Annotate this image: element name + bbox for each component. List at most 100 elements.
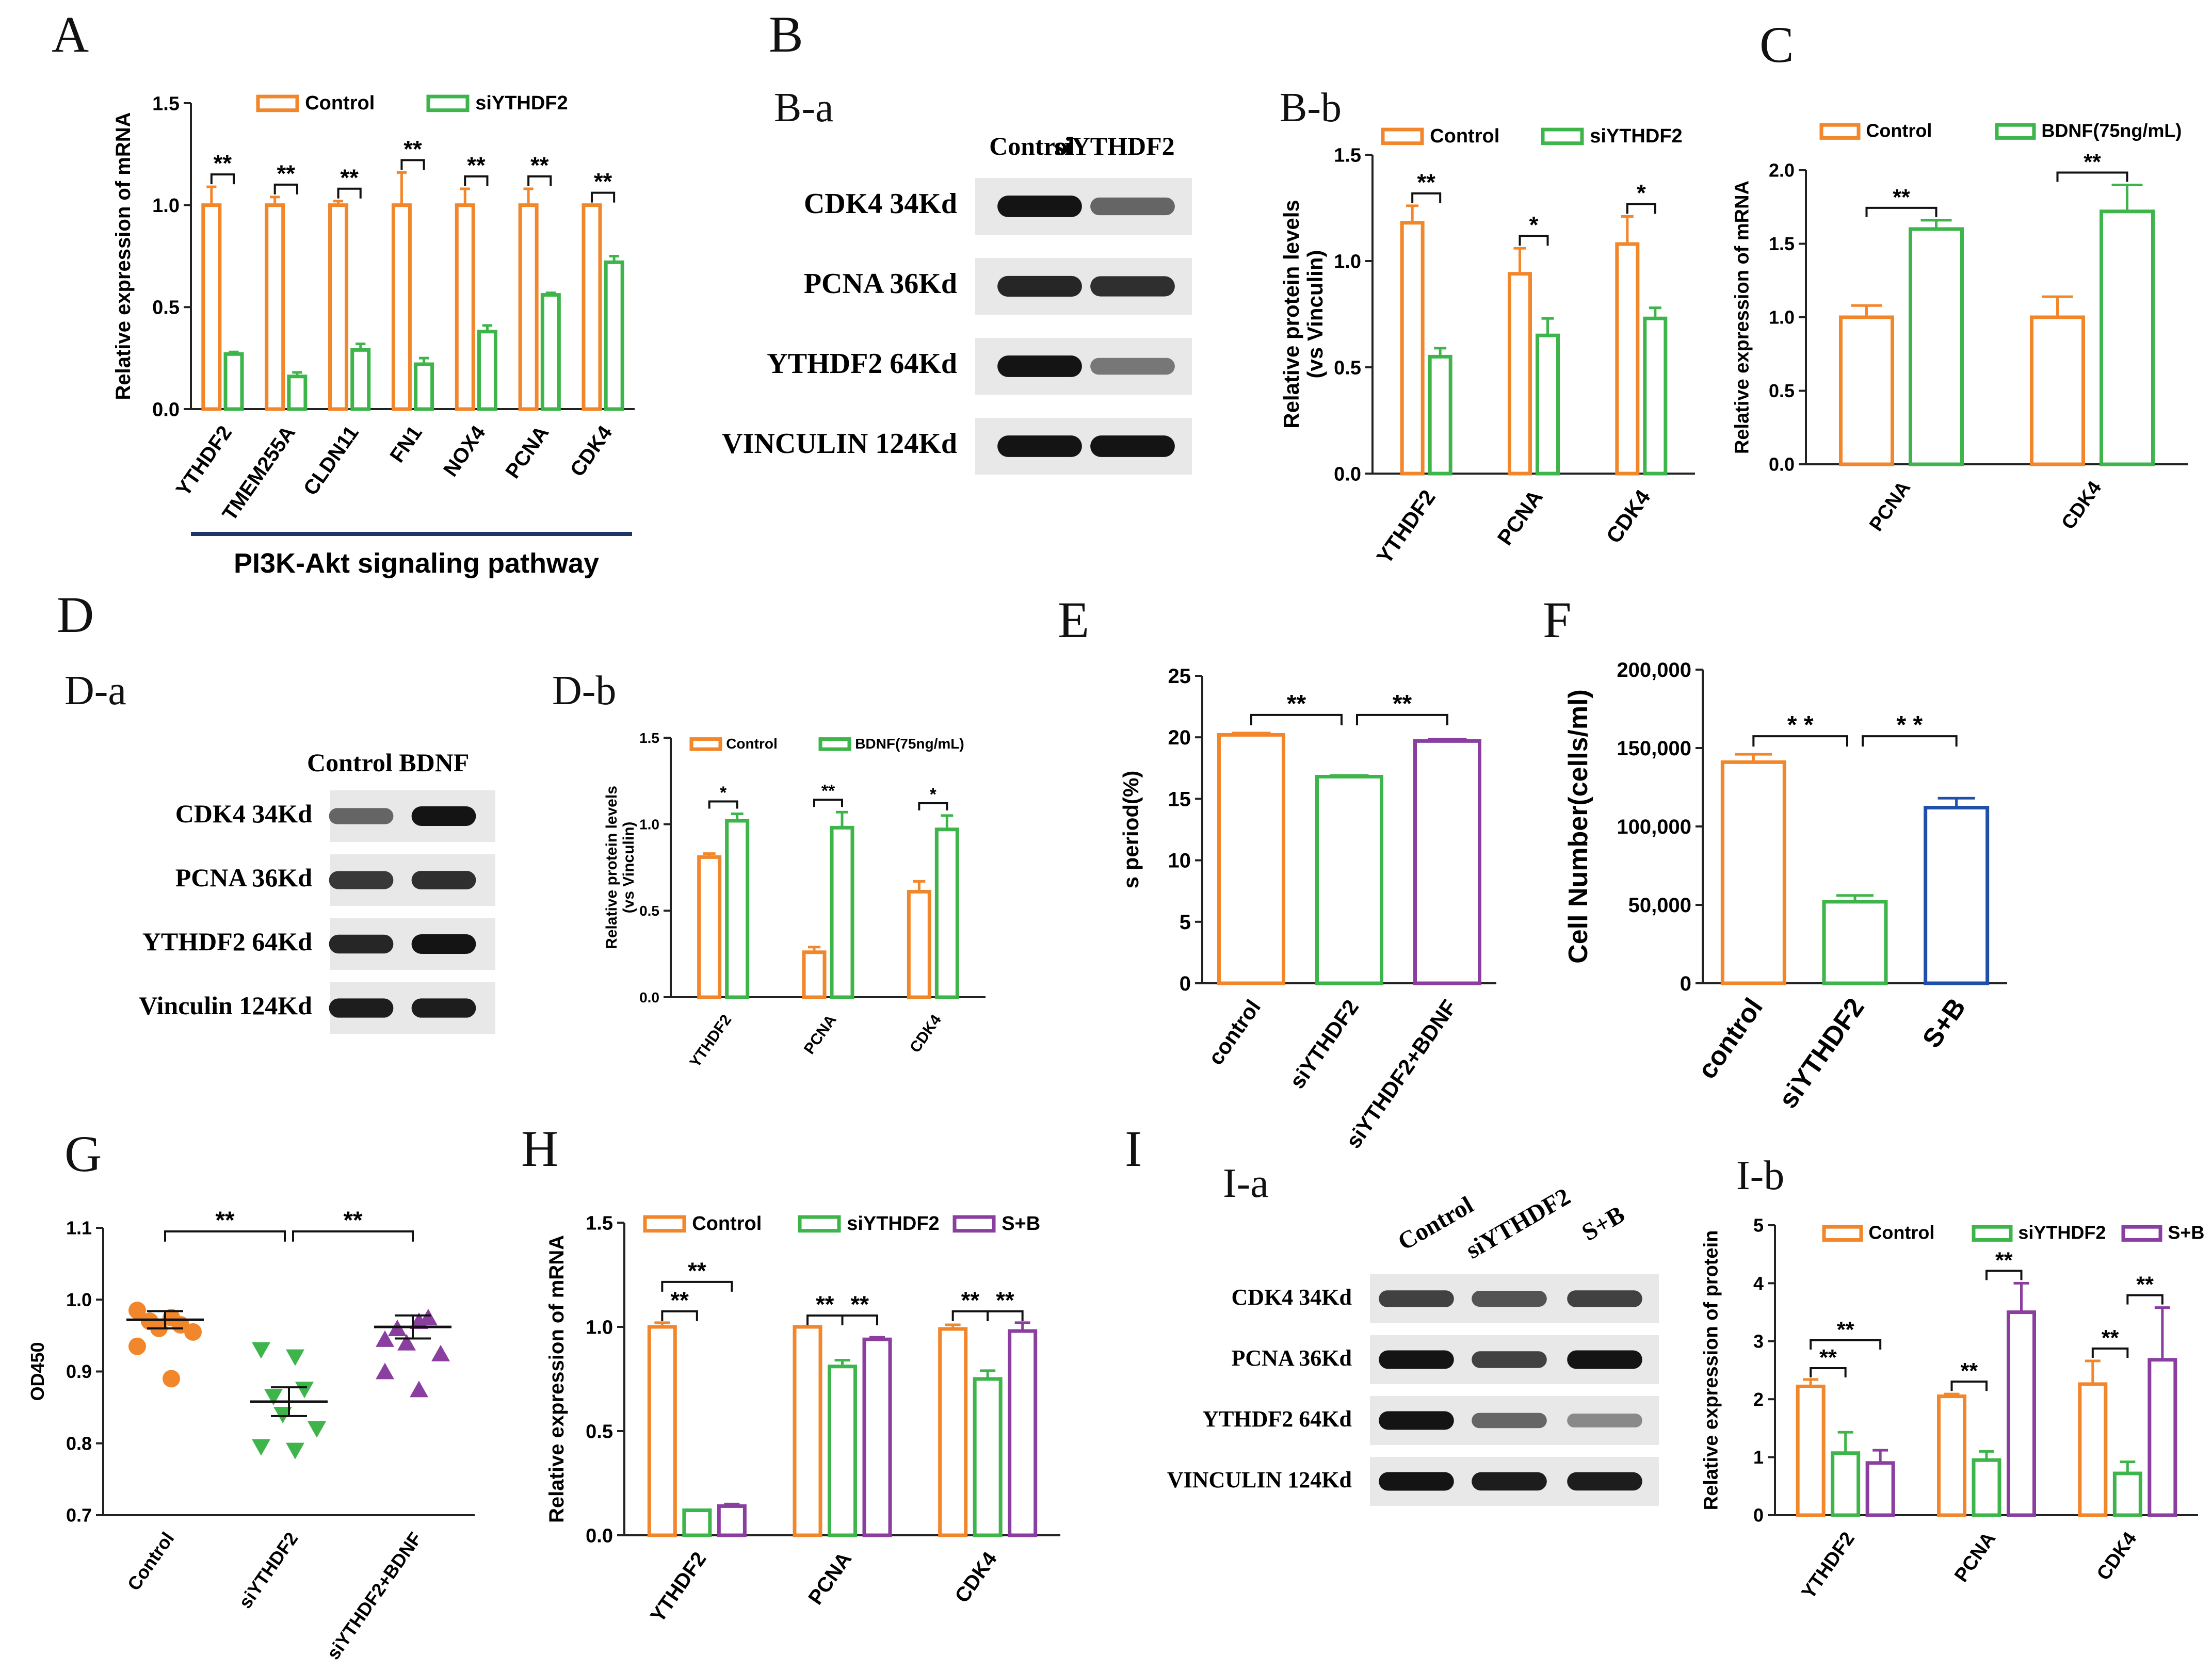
y-axis: 0.7 0.8 0.9 1.0 1.1 OD450	[27, 1218, 104, 1526]
significance-label: **	[816, 1291, 834, 1318]
bar	[2078, 1382, 2108, 1517]
blot-band	[411, 871, 476, 889]
y-tick-label: 0.9	[66, 1361, 92, 1382]
y-axis-title-2: (vs Vinculin)	[620, 822, 637, 914]
legend-label: siYTHDF2	[2018, 1222, 2106, 1243]
x-tick-label: CDK4	[566, 421, 617, 481]
data-point	[163, 1370, 180, 1388]
bar	[455, 203, 475, 411]
chart-g: 0.7 0.8 0.9 1.0 1.1 OD450 Control siYTHDF2 siYTH…	[27, 1207, 475, 1663]
significance-label: *	[1637, 180, 1646, 206]
y-axis: 0.0 0.5 1.0 1.5 Relative expression of mRNA	[545, 1212, 625, 1547]
y-tick-label: 0.5	[639, 903, 659, 919]
x-tick-label: siYTHDF2+BDNF	[322, 1528, 426, 1663]
legend-swatch	[1822, 1225, 1863, 1242]
bar	[2112, 1471, 2142, 1517]
chart-ib: 0 1 2 3 4 5 Relative expression of protein Cont…	[1700, 1215, 2204, 1603]
blot-lane-header: S+B	[1577, 1200, 1629, 1246]
blot-band	[329, 998, 394, 1018]
bar	[1643, 316, 1668, 476]
legend: Control siYTHDF2 S+B	[1822, 1222, 2204, 1243]
legend-label: BDNF(75ng/mL)	[855, 736, 964, 752]
significance-label: **	[1287, 690, 1306, 718]
blot-band	[1379, 1411, 1454, 1430]
bar	[518, 203, 539, 411]
blot-band	[1472, 1290, 1547, 1307]
significance-label: **	[216, 1207, 235, 1234]
blot-band	[411, 934, 476, 954]
blot-band	[997, 275, 1082, 297]
legend-swatch	[1995, 123, 2036, 140]
bar	[350, 348, 371, 411]
blot-row-label: Vinculin 124Kd	[139, 991, 312, 1020]
significance-label: **	[996, 1287, 1014, 1313]
significance-bracket	[210, 173, 235, 185]
y-tick-label: 0	[1753, 1505, 1764, 1526]
significance-bracket	[2091, 1348, 2129, 1358]
bar	[2100, 209, 2155, 466]
significance-label: **	[1893, 185, 1910, 210]
bar	[391, 203, 412, 411]
panel-letter-c: C	[1759, 16, 1794, 73]
significance-bracket	[918, 802, 948, 810]
bar	[265, 203, 285, 411]
significance-bracket	[1950, 1381, 1988, 1391]
significance-bracket	[841, 1314, 878, 1325]
y-axis-title: Relative expression of mRNA	[545, 1235, 568, 1523]
significance-label: *	[1529, 212, 1539, 238]
y-tick-label: 10	[1168, 850, 1191, 872]
blot-band	[1472, 1351, 1547, 1368]
y-tick-label: 25	[1168, 665, 1191, 688]
y-axis-title: OD450	[27, 1342, 48, 1401]
bar	[682, 1508, 712, 1537]
significance-label: * *	[1787, 711, 1814, 739]
legend-swatch	[1541, 127, 1584, 145]
x-tick-label: PCNA	[1492, 485, 1547, 549]
y-tick-label: 0.0	[586, 1525, 613, 1547]
bar	[793, 1325, 822, 1537]
legend-swatch	[818, 737, 851, 751]
significance-label: **	[467, 152, 486, 178]
blot-band	[1090, 276, 1175, 297]
y-axis: 0 50,000 100,000 150,000 200,000 Cell Number(…	[1563, 659, 1704, 995]
blot-row-label: CDK4 34Kd	[804, 188, 957, 220]
legend: Control siYTHDF2	[256, 92, 568, 114]
legend-label: Control	[726, 736, 778, 752]
blot-band	[1567, 1472, 1642, 1491]
significance-label: **	[2136, 1273, 2154, 1297]
panel-letter-b: B	[769, 6, 803, 63]
significance-label: **	[1393, 690, 1412, 718]
data-point	[184, 1323, 202, 1341]
x-tick-label: YTHDF2	[646, 1548, 711, 1627]
blot-row-label: PCNA 36Kd	[804, 268, 957, 300]
chart-e: 0 5 10 15 20 25 s period(%) control siYTHDF2siYT…	[1119, 665, 1496, 1152]
blot-band	[997, 196, 1082, 217]
x-tick-label: PCNA	[1865, 477, 1915, 535]
bar	[697, 855, 722, 999]
legend-label: S+B	[2168, 1222, 2204, 1243]
significance-label: * *	[1896, 711, 1923, 739]
x-tick-label: Control	[123, 1528, 178, 1594]
bar	[1937, 1394, 1966, 1517]
significance-bracket	[1626, 203, 1656, 214]
blot-band	[997, 435, 1082, 457]
significance-bracket	[464, 175, 489, 187]
pathway-label: PI3K-Akt signaling pathway	[234, 548, 599, 579]
x-tick-label: YTHDF2	[1798, 1528, 1859, 1603]
bar	[1831, 1451, 1861, 1517]
legend-label: BDNF(75ng/mL)	[2041, 120, 2182, 141]
bar	[1413, 739, 1481, 985]
blot-row-label: CDK4 34Kd	[1232, 1285, 1352, 1310]
y-tick-label: 1.0	[152, 195, 180, 217]
significance-label: **	[688, 1258, 706, 1284]
bar	[973, 1377, 1003, 1537]
y-tick-label: 0.5	[1334, 357, 1361, 379]
data-point	[308, 1421, 326, 1438]
x-tick-label: NOX4	[439, 421, 490, 481]
panel-letter-f: F	[1543, 591, 1572, 648]
bar	[604, 260, 624, 411]
legend-swatch	[426, 94, 470, 112]
significance-label: **	[2084, 150, 2101, 175]
y-tick-label: 1.0	[1769, 307, 1795, 328]
